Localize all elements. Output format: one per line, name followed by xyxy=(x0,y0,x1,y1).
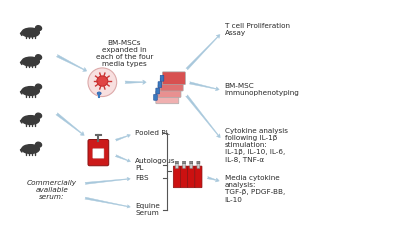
Text: Equine
Serum: Equine Serum xyxy=(136,203,160,216)
FancyBboxPatch shape xyxy=(176,163,178,168)
Text: Pooled PL: Pooled PL xyxy=(136,130,170,136)
FancyBboxPatch shape xyxy=(156,91,179,104)
FancyBboxPatch shape xyxy=(156,88,160,94)
FancyBboxPatch shape xyxy=(158,85,181,97)
Ellipse shape xyxy=(97,76,108,86)
Ellipse shape xyxy=(22,28,39,37)
FancyBboxPatch shape xyxy=(158,82,162,88)
FancyBboxPatch shape xyxy=(197,163,200,168)
FancyBboxPatch shape xyxy=(173,166,180,188)
FancyBboxPatch shape xyxy=(88,139,109,166)
Text: Cytokine analysis
following IL-1β
stimulation:
IL-1β, IL-10, IL-6,
IL-8, TNF-α: Cytokine analysis following IL-1β stimul… xyxy=(225,128,288,163)
Text: BM-MSC
immunophenotyping: BM-MSC immunophenotyping xyxy=(225,83,300,96)
FancyBboxPatch shape xyxy=(93,149,104,158)
Text: T cell Proliferation
Assay: T cell Proliferation Assay xyxy=(225,23,290,36)
FancyBboxPatch shape xyxy=(160,78,183,91)
Ellipse shape xyxy=(97,92,101,95)
FancyBboxPatch shape xyxy=(154,94,157,100)
Ellipse shape xyxy=(36,26,42,31)
FancyBboxPatch shape xyxy=(160,75,164,81)
Ellipse shape xyxy=(22,57,39,66)
FancyBboxPatch shape xyxy=(182,161,186,164)
Text: Commercially
available
serum:: Commercially available serum: xyxy=(27,180,77,200)
Ellipse shape xyxy=(88,68,117,96)
FancyBboxPatch shape xyxy=(188,166,195,188)
Ellipse shape xyxy=(22,145,39,154)
FancyBboxPatch shape xyxy=(190,163,193,168)
Ellipse shape xyxy=(36,55,42,60)
FancyBboxPatch shape xyxy=(190,161,193,164)
Ellipse shape xyxy=(36,113,42,118)
FancyBboxPatch shape xyxy=(197,161,200,164)
Ellipse shape xyxy=(36,142,42,147)
FancyBboxPatch shape xyxy=(195,166,202,188)
FancyBboxPatch shape xyxy=(183,163,186,168)
FancyBboxPatch shape xyxy=(175,161,178,164)
Text: BM-MSCs
expanded in
each of the four
media types: BM-MSCs expanded in each of the four med… xyxy=(96,40,153,67)
Text: Autologous
PL: Autologous PL xyxy=(136,158,176,171)
FancyBboxPatch shape xyxy=(162,72,185,85)
FancyBboxPatch shape xyxy=(180,166,188,188)
Text: FBS: FBS xyxy=(136,175,149,181)
Ellipse shape xyxy=(22,116,39,124)
Text: Media cytokine
analysis:
TGF-β, PDGF-BB,
IL-10: Media cytokine analysis: TGF-β, PDGF-BB,… xyxy=(225,175,285,203)
Ellipse shape xyxy=(36,84,42,89)
Ellipse shape xyxy=(22,87,39,95)
